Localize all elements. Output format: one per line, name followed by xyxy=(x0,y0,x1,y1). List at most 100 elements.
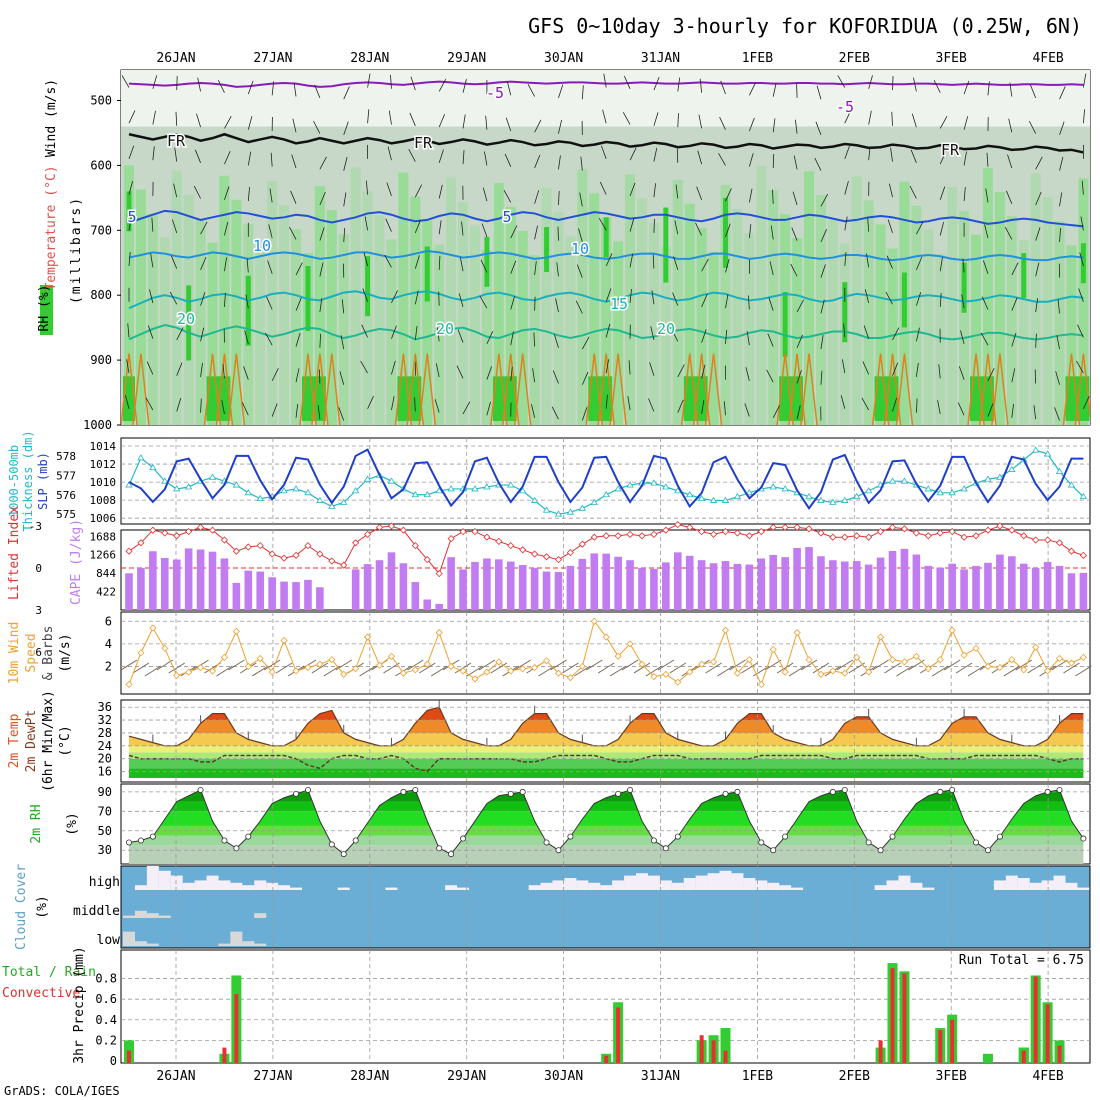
rh-moist-column xyxy=(577,169,588,425)
rh-extreme-point xyxy=(722,790,729,797)
wind-barb xyxy=(649,362,655,376)
cape-bar xyxy=(602,553,610,610)
warm-isotherm-peak xyxy=(502,353,520,425)
wind-barb xyxy=(1035,227,1041,241)
lifted-index-point xyxy=(244,543,252,551)
bottom-date-label: 28JAN xyxy=(350,1069,389,1084)
wind-barb xyxy=(146,361,154,375)
thickness-point xyxy=(817,496,825,503)
thickness-point xyxy=(435,487,443,494)
rh-moist-column xyxy=(684,203,695,425)
wind-barb xyxy=(868,146,871,161)
bottom-date-label: 27JAN xyxy=(253,1069,292,1084)
wind-speed-point xyxy=(805,656,813,664)
rh-saturated-cell xyxy=(842,282,848,343)
temp-tick-label: 36 xyxy=(98,700,112,714)
wind-barb xyxy=(844,180,849,195)
wind-barb xyxy=(987,368,995,382)
rh-moist-column xyxy=(493,182,504,425)
rh-moist-column xyxy=(541,188,552,425)
wind-barb xyxy=(485,115,488,130)
cloud-label-b: (%) xyxy=(35,895,50,918)
wind-barb xyxy=(792,191,798,206)
cape-bar xyxy=(542,571,551,610)
wind-barb xyxy=(152,75,158,89)
rh-extreme-point xyxy=(567,833,574,840)
surface-wind-barb xyxy=(1051,659,1068,671)
surface-wind-barb xyxy=(430,665,448,677)
wind-speed-point xyxy=(328,656,336,664)
pressure-tick-label: 1000 xyxy=(83,418,112,432)
warm-isotherm-peak xyxy=(991,353,1009,425)
rh-extreme-point xyxy=(770,847,777,854)
wind-barb xyxy=(960,330,965,344)
wind-barb xyxy=(438,78,447,92)
wind-barb xyxy=(128,216,132,231)
thickness-point xyxy=(769,483,777,490)
bottom-date-label: 26JAN xyxy=(156,1069,195,1084)
rh-extreme-point xyxy=(293,790,300,797)
thickness-point xyxy=(686,490,694,498)
wind-barb xyxy=(772,189,774,204)
wind-barb xyxy=(581,407,588,421)
wind-barb xyxy=(1004,226,1013,240)
wind-barb xyxy=(862,361,870,375)
lifted-index-point xyxy=(542,553,551,561)
lifted-index-point xyxy=(781,523,789,531)
rh-moist-column xyxy=(517,230,528,425)
wind-speed-point xyxy=(375,661,384,669)
wind-speed-point xyxy=(125,680,133,689)
slp-tick-label: 1008 xyxy=(90,494,117,507)
rh-saturated-cell xyxy=(126,191,132,232)
wind-barb xyxy=(410,76,416,91)
wind-barb xyxy=(891,111,893,126)
wind-speed-point xyxy=(1079,653,1087,661)
cloud-cover-bar xyxy=(194,880,207,890)
rh-boundary-layer-cell xyxy=(313,376,326,421)
top-date-label: 4FEB xyxy=(1032,51,1063,66)
wind-barb xyxy=(176,362,183,376)
wind-barb xyxy=(462,79,467,93)
surface-wind-barb xyxy=(251,665,269,677)
wind-barb xyxy=(408,148,416,162)
surface-wind-barb xyxy=(586,659,603,671)
cloud-cover-bar xyxy=(457,887,470,890)
wind-speed-point xyxy=(1067,659,1076,667)
wind-barb xyxy=(269,188,273,203)
wind-barb xyxy=(1035,298,1039,313)
warm-isotherm-peak xyxy=(203,353,222,425)
wind-barb xyxy=(271,368,279,382)
wind-speed-point xyxy=(1055,654,1064,663)
slp-frame xyxy=(120,437,1091,525)
wind-barb xyxy=(558,155,561,170)
wind-barb xyxy=(575,300,583,314)
wind-barb xyxy=(339,371,345,385)
wind-barb xyxy=(603,73,607,88)
thickness-point xyxy=(1055,467,1064,474)
cape-bar xyxy=(876,557,885,610)
temp-tick-label: 20 xyxy=(98,752,112,766)
wind-barb xyxy=(1083,73,1087,88)
wind-barb xyxy=(414,290,419,305)
run-total-label: Run Total = 6.75 xyxy=(959,953,1084,968)
wind-barb xyxy=(939,221,945,236)
wind-speed-point xyxy=(149,624,157,632)
bottom-date-label: 4FEB xyxy=(1032,1069,1063,1084)
cape-bar xyxy=(1019,563,1028,610)
slp-tick-label: 1010 xyxy=(90,476,117,489)
thickness-point xyxy=(829,498,837,505)
wind-barb xyxy=(510,225,518,239)
thickness-point xyxy=(423,490,431,498)
lifted-index-point xyxy=(733,529,741,537)
surface-wind-barb xyxy=(120,659,138,671)
isotherm-label: 15 xyxy=(610,295,628,313)
rh-saturated-cell xyxy=(424,246,430,302)
surface-wind-barb xyxy=(836,659,854,671)
cloud-cover-bar xyxy=(886,880,899,890)
wind-barb xyxy=(1011,403,1014,418)
wind-barb xyxy=(725,329,728,344)
cape-bar xyxy=(566,565,575,610)
isotherm-line xyxy=(128,324,1084,341)
rh-moist-column xyxy=(732,208,743,425)
